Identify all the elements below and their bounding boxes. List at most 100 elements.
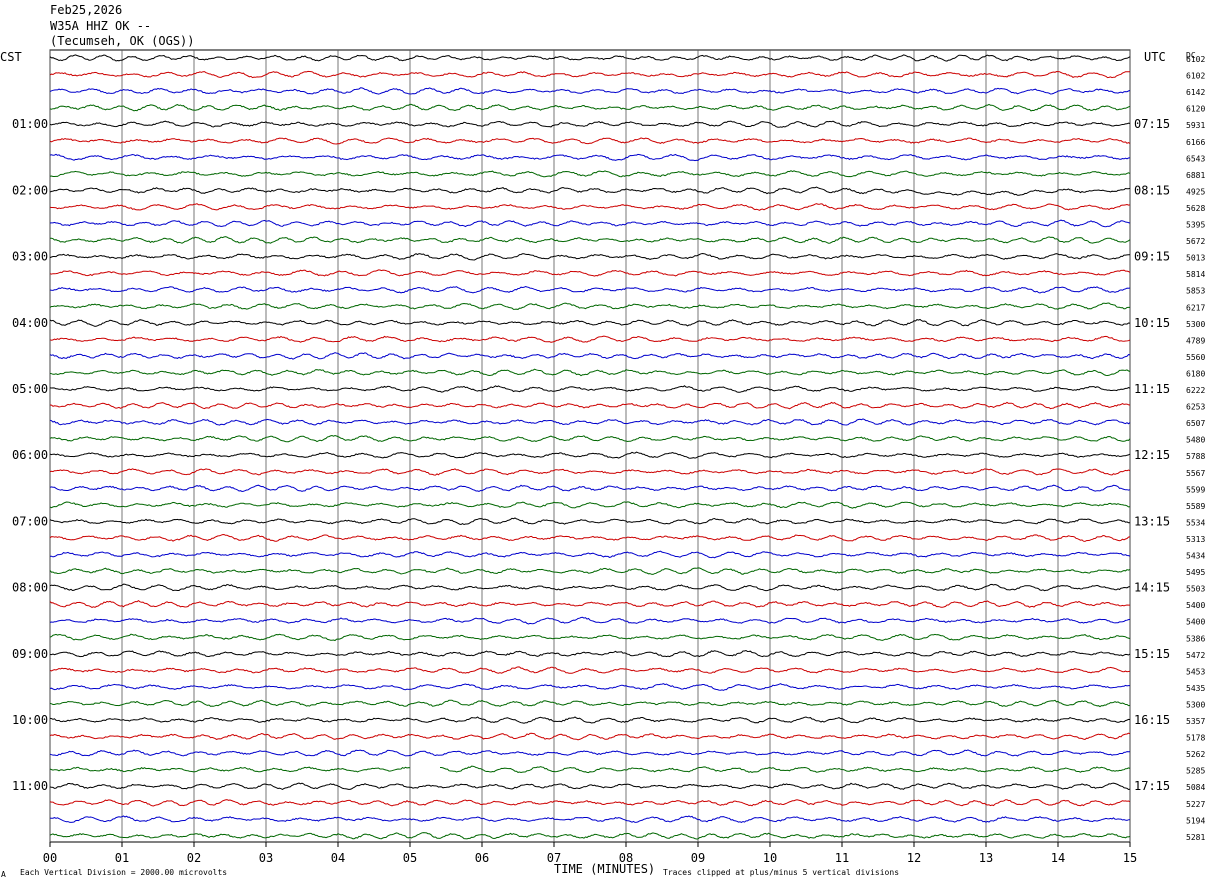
dc-offset-label: 5400 [1186,618,1205,627]
utc-hour-label: 10:15 [1134,316,1170,330]
x-tick-label: 15 [1123,851,1137,865]
utc-hour-label: 17:15 [1134,779,1170,793]
dc-offset-label: 5281 [1186,833,1205,842]
seismic-trace [49,550,1131,559]
seismic-trace [49,285,1131,294]
utc-hour-label: 12:15 [1134,448,1170,462]
cst-hour-label: 02:00 [12,183,48,197]
seismic-trace [49,120,1131,128]
dc-offset-label: 5589 [1186,502,1205,511]
x-tick-label: 03 [259,851,273,865]
dc-offset-label: 5386 [1186,634,1205,643]
dc-offset-label: 5534 [1186,518,1205,527]
time-grid [49,49,1131,847]
seismic-trace [49,203,1131,211]
dc-offset-label: 5495 [1186,568,1205,577]
cst-label: CST [0,50,22,64]
seismic-trace [49,170,1131,178]
axis-labels: CST UTC DC TIME (MINUTES) Each Vertical … [0,50,1205,877]
dc-label: DC [1186,51,1196,60]
cst-hour-label: 07:00 [12,514,48,528]
seismic-trace [49,137,1131,145]
utc-hour-label: 08:15 [1134,183,1170,197]
seismic-trace [49,732,1131,741]
dc-offset-label: 6166 [1186,138,1205,147]
utc-hour-label: 13:15 [1134,514,1170,528]
utc-hour-label: 09:15 [1134,250,1170,264]
seismic-trace [49,533,1131,542]
dc-offset-label: 4925 [1186,187,1205,196]
dc-offset-label: 6217 [1186,303,1205,312]
dc-offset-label: 5300 [1186,700,1205,709]
dc-offset-label: 6507 [1186,419,1205,428]
dc-offset-label: 5628 [1186,204,1205,213]
x-tick-label: 13 [979,851,993,865]
seismic-trace [49,368,1131,377]
dc-offset-label: 5560 [1186,353,1205,362]
header-date: Feb25,2026 [50,3,123,17]
x-tick-label: 11 [835,851,849,865]
dc-offset-label: 4789 [1186,336,1205,345]
seismic-trace [49,186,1131,196]
seismic-trace [49,501,1131,509]
seismic-trace [49,318,1131,327]
dc-offset-label: 5788 [1186,452,1205,461]
seismic-trace [49,599,1130,608]
seismic-trace [49,633,1131,642]
dc-offset-label: 5178 [1186,734,1205,743]
dc-offset-label: 5931 [1186,121,1205,130]
dc-offset-label: 5480 [1186,436,1205,445]
plot-frame [49,49,1131,843]
seismic-trace [49,103,1131,112]
dc-offset-label: 6142 [1186,88,1205,97]
seismic-trace [49,716,1131,724]
dc-offset-label: 6881 [1186,171,1205,180]
dc-offset-label: 5194 [1186,816,1205,825]
x-tick-label: 05 [403,851,417,865]
seismic-trace [50,236,1131,244]
seismic-trace [49,219,1131,228]
seismic-trace [49,335,1131,343]
dc-offset-label: 5013 [1186,254,1205,263]
cst-hour-label: 11:00 [12,779,48,793]
x-tick-label: 02 [187,851,201,865]
seismic-trace [49,302,1130,310]
corner-mark: A [1,870,6,879]
x-axis-title: TIME (MINUTES) [554,862,655,876]
seismic-trace [49,434,1131,443]
seismic-trace [49,567,1131,575]
seismic-trace [49,749,1130,757]
dc-offset-label: 5853 [1186,287,1205,296]
dc-offset-label: 6180 [1186,369,1205,378]
cst-hour-label: 01:00 [12,117,48,131]
dc-offset-label: 5567 [1186,469,1205,478]
seismic-trace [49,798,1131,807]
clip-note: Traces clipped at plus/minus 5 vertical … [663,868,899,877]
x-tick-label: 06 [475,851,489,865]
seismic-trace [49,401,1131,410]
dc-offset-label: 5395 [1186,221,1205,230]
seismic-trace [49,70,1131,79]
seismic-trace [49,683,1130,691]
seismic-trace [49,815,1131,823]
dc-offset-label: 5453 [1186,667,1205,676]
dc-offset-label: 5472 [1186,651,1205,660]
utc-hour-label: 14:15 [1134,581,1170,595]
dc-offset-label: 6102 [1186,55,1205,64]
seismic-trace [49,649,1131,658]
dc-offset-label: 5262 [1186,750,1205,759]
seismic-trace [49,517,1130,526]
dc-offset-label: 5503 [1186,585,1205,594]
x-tick-label: 09 [691,851,705,865]
seismic-trace [49,484,1131,493]
seismic-trace [49,252,1131,261]
dc-offset-label: 6543 [1186,154,1205,163]
dc-offset-label: 5285 [1186,767,1205,776]
dc-offset-label: 5599 [1186,485,1205,494]
seismic-trace [49,269,1131,277]
x-tick-label: 10 [763,851,777,865]
seismic-trace [49,782,1131,791]
dc-offset-label: 5814 [1186,270,1205,279]
cst-hour-label: 08:00 [12,581,48,595]
